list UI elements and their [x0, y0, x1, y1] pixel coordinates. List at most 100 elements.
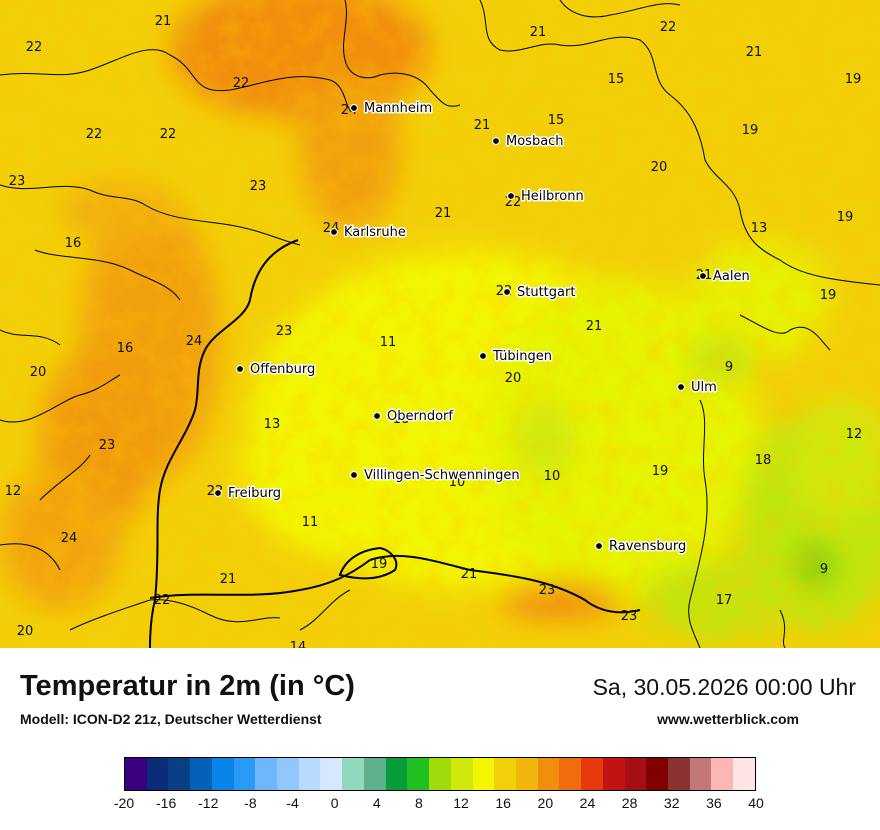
colorbar-tick: 20	[537, 795, 554, 811]
temperature-value: 16	[65, 236, 82, 251]
city-dot	[676, 382, 686, 392]
colorbar-ticks: -20 -16 -12 -8 -4 0 4 8 12 16 20 24 28 32 36 40	[114, 795, 764, 815]
temperature-value: 9	[820, 562, 828, 577]
colorbar-swatch	[255, 758, 278, 790]
temperature-value: 21	[746, 45, 763, 60]
rhine-border	[149, 239, 641, 648]
city-t-bingen: Tübingen	[478, 348, 554, 366]
colorbar-tick: 36	[706, 795, 722, 811]
temperature-value: 10	[544, 469, 561, 484]
temperature-value: 20	[30, 365, 47, 380]
temperature-value: 21	[586, 319, 603, 334]
city-offenburg: Offenburg	[235, 361, 317, 379]
city-dot	[506, 191, 516, 201]
city-label: Oberndorf	[387, 409, 453, 424]
city-label: Villingen-Schwenningen	[364, 468, 520, 483]
colorbar-tick: 32	[663, 795, 680, 811]
colorbar-swatch	[711, 758, 734, 790]
colorbar-tick: 12	[453, 795, 469, 811]
colorbar-swatch	[233, 758, 256, 790]
colorbar-swatch	[646, 758, 668, 790]
temperature-value: 15	[608, 72, 625, 87]
city-label: Karlsruhe	[344, 225, 406, 240]
temperature-value: 10	[449, 475, 466, 490]
temperature-value: 19	[742, 123, 759, 138]
colorbar-swatch	[429, 758, 451, 790]
colorbar-tick: 40	[748, 795, 764, 811]
temperature-value: 23	[276, 324, 293, 339]
city-label: Mannheim	[364, 101, 432, 116]
colorbar-swatch	[624, 758, 647, 790]
temperature-value: 18	[755, 453, 772, 468]
temperature-value: 11	[380, 335, 397, 350]
temperature-value: 22	[160, 127, 177, 142]
colorbar-swatch	[385, 758, 408, 790]
colorbar-tick: -4	[286, 795, 299, 811]
temperature-value: 12	[5, 484, 22, 499]
city-label: Stuttgart	[517, 285, 575, 300]
colorbar-swatch	[472, 758, 495, 790]
temperature-value: 24	[61, 531, 78, 546]
city-freiburg: Freiburg	[213, 485, 283, 503]
temperature-value: 17	[716, 593, 733, 608]
city-villingen-schwenningen: Villingen-Schwenningen	[349, 467, 521, 485]
website-link[interactable]: www.wetterblick.com	[657, 711, 799, 727]
temperature-value: 18	[393, 412, 410, 427]
colorbar-swatch	[494, 758, 516, 790]
colorbar-swatch	[146, 758, 169, 790]
colorbar-swatch	[450, 758, 473, 790]
footer: Temperatur in 2m (in °C) Modell: ICON-D2…	[0, 648, 880, 830]
colorbar-swatch	[515, 758, 538, 790]
temperature-value: 19	[845, 72, 862, 87]
city-label: Ulm	[691, 380, 717, 395]
colorbar-swatch	[125, 758, 147, 790]
city-karlsruhe: Karlsruhe	[329, 224, 407, 242]
temperature-value: 12	[846, 427, 863, 442]
temperature-value: 16	[117, 341, 134, 356]
city-ulm: Ulm	[676, 379, 718, 397]
colorbar-tick: 24	[579, 795, 596, 811]
temperature-value: 22	[26, 40, 43, 55]
city-dot	[502, 287, 512, 297]
colorbar-swatch	[320, 758, 343, 790]
colorbar-swatch	[559, 758, 582, 790]
colorbar-swatch	[168, 758, 191, 790]
city-dot	[349, 470, 359, 480]
city-markers: Mannheim Mosbach Heilbronn Karlsruhe Aalen St…	[213, 100, 751, 556]
colorbar-swatch	[537, 758, 560, 790]
colorbar-tick: -8	[244, 795, 257, 811]
model-source: Modell: ICON-D2 21z, Deutscher Wetterdie…	[20, 711, 322, 727]
temperature-colorbar	[124, 757, 756, 791]
colorbar-tick: -20	[113, 795, 135, 811]
colorbar-swatch	[667, 758, 690, 790]
temperature-value: 22	[154, 593, 171, 608]
colorbar-tick: 16	[495, 795, 511, 811]
colorbar-swatch	[298, 758, 321, 790]
city-mannheim: Mannheim	[349, 100, 434, 118]
temperature-value: 22	[86, 127, 103, 142]
map-title: Temperatur in 2m (in °C)	[20, 670, 355, 702]
colorbar-swatch	[342, 758, 364, 790]
temperature-value: 21	[220, 572, 237, 587]
temperature-value: 11	[302, 515, 319, 530]
temperature-value: 23	[250, 179, 267, 194]
city-mosbach: Mosbach	[491, 133, 565, 151]
colorbar-swatch	[733, 758, 755, 790]
city-label: Freiburg	[228, 486, 281, 501]
temperature-map: 21 22 21 22 21 15 19 22 24 21 15 22 22 19 20 23 23 22 21 19…	[0, 0, 880, 648]
temperature-value: 22	[233, 76, 250, 91]
colorbar-swatch	[211, 758, 234, 790]
colorbar-tick: 0	[330, 795, 339, 811]
colorbar-swatch	[277, 758, 299, 790]
borders	[0, 0, 880, 648]
temperature-value: 21	[530, 25, 547, 40]
city-label: Offenburg	[250, 362, 315, 377]
city-oberndorf: Oberndorf	[372, 408, 455, 426]
colorbar-tick: 8	[415, 795, 423, 811]
city-dot	[478, 351, 488, 361]
temperature-value: 20	[651, 160, 668, 175]
city-label: Ravensburg	[609, 539, 686, 554]
city-aalen: Aalen	[698, 268, 751, 286]
city-dot	[491, 136, 501, 146]
city-dot	[349, 103, 359, 113]
